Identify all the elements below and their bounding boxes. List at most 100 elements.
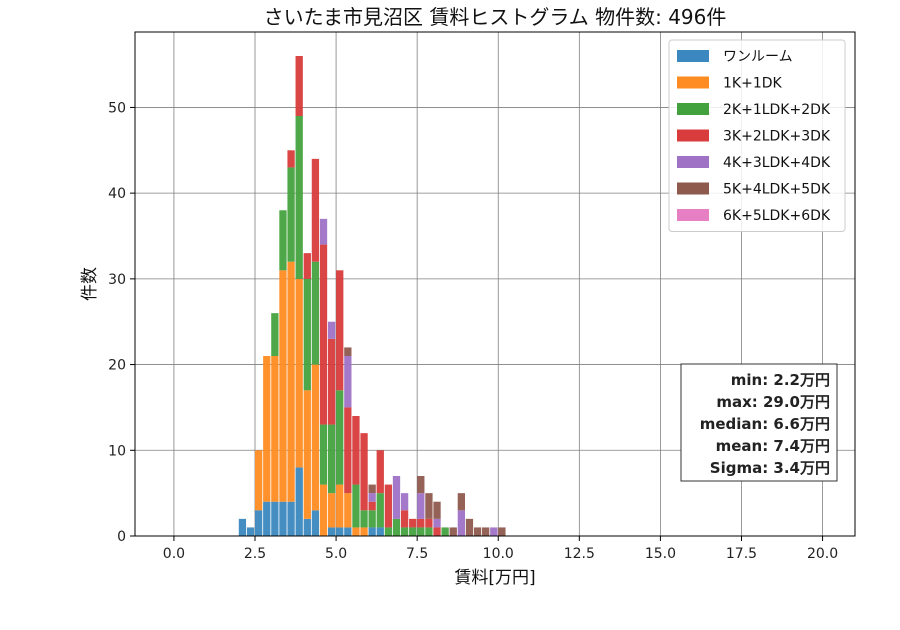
stats-line: Sigma: 3.4万円 xyxy=(710,459,830,477)
legend-swatch xyxy=(677,76,709,89)
histogram-bar xyxy=(360,510,368,528)
histogram-bar xyxy=(441,527,449,536)
histogram-bar xyxy=(279,270,287,502)
legend-label: ワンルーム xyxy=(723,49,793,65)
histogram-bar xyxy=(303,518,311,536)
x-tick-label: 2.5 xyxy=(244,546,266,562)
legend-swatch xyxy=(677,129,709,142)
histogram-bar xyxy=(352,527,360,536)
y-axis-ticks: 0 10 20 30 40 50 xyxy=(108,100,135,545)
y-tick-label: 0 xyxy=(117,529,126,545)
histogram-bar xyxy=(384,527,393,536)
chart-title: さいたま市見沼区 賃料ヒストグラム 物件数: 496件 xyxy=(264,5,727,29)
histogram-bar xyxy=(287,501,295,536)
histogram-bar xyxy=(457,493,465,511)
histogram-bar xyxy=(327,321,336,339)
histogram-bar xyxy=(376,527,384,536)
stats-frame xyxy=(680,363,838,482)
x-tick-label: 0.0 xyxy=(163,546,185,562)
histogram-bar xyxy=(425,493,433,519)
x-tick-label: 17.5 xyxy=(726,546,757,562)
legend-swatch xyxy=(677,182,709,195)
x-axis-ticks: 0.0 2.5 5.0 7.5 10.0 12.5 15.0 17.5 20.0 xyxy=(163,536,838,562)
histogram-bar xyxy=(303,390,311,519)
histogram-bar xyxy=(344,493,352,528)
histogram-bar xyxy=(295,116,303,279)
histogram-bar xyxy=(352,416,360,485)
histogram-bar xyxy=(409,518,417,528)
histogram-bar xyxy=(344,356,352,408)
legend-swatch xyxy=(677,156,709,168)
histogram-bar xyxy=(311,261,320,365)
histogram-bar xyxy=(319,484,328,536)
histogram-bar xyxy=(344,527,352,536)
histogram-bar xyxy=(303,253,311,279)
histogram-bar xyxy=(319,218,328,245)
x-tick-label: 15.0 xyxy=(645,546,676,562)
legend-swatch xyxy=(677,209,709,221)
histogram-bar xyxy=(498,527,506,536)
histogram-bar xyxy=(246,527,255,536)
histogram-bar xyxy=(311,158,320,262)
histogram-bar xyxy=(360,527,368,536)
histogram-bar xyxy=(255,510,263,536)
stats-line: median: 6.6万円 xyxy=(700,415,830,433)
histogram-bar xyxy=(473,527,482,536)
histogram-bar xyxy=(295,278,303,468)
x-tick-label: 5.0 xyxy=(325,546,347,562)
histogram-bar xyxy=(287,261,295,502)
bars xyxy=(238,56,506,536)
histogram-bar xyxy=(417,476,425,494)
histogram-bar xyxy=(327,338,336,425)
histogram-bar xyxy=(279,501,287,536)
histogram-bar xyxy=(263,356,271,502)
histogram-bar xyxy=(384,484,393,528)
legend-swatch xyxy=(677,50,709,62)
stats-line: mean: 7.4万円 xyxy=(716,437,830,455)
histogram-bar xyxy=(400,527,409,536)
histogram-bar xyxy=(327,527,336,536)
legend-label: 4K+3LDK+4DK xyxy=(723,155,831,171)
histogram-bar xyxy=(295,56,303,116)
y-tick-label: 30 xyxy=(108,272,126,288)
legend-label: 6K+5LDK+6DK xyxy=(723,208,831,224)
histogram-bar xyxy=(352,484,360,528)
legend-frame xyxy=(668,39,846,232)
histogram-bar xyxy=(344,407,352,494)
x-tick-label: 12.5 xyxy=(564,546,595,562)
histogram-bar xyxy=(490,527,498,536)
histogram-bar xyxy=(271,356,279,502)
legend-label: 5K+4LDK+5DK xyxy=(723,182,831,198)
histogram-bar xyxy=(417,527,425,536)
stats-line: min: 2.2万円 xyxy=(731,371,830,389)
histogram-bar xyxy=(368,493,376,502)
legend-label: 3K+2LDK+3DK xyxy=(723,129,831,145)
histogram-bar xyxy=(327,493,336,528)
x-tick-label: 20.0 xyxy=(807,546,838,562)
stats-line: max: 29.0万円 xyxy=(716,393,830,411)
histogram-bar xyxy=(311,510,320,536)
legend-label: 1K+1DK xyxy=(723,76,783,92)
histogram-bar xyxy=(417,518,425,528)
histogram-bar xyxy=(336,484,344,528)
histogram-bar xyxy=(368,510,376,528)
histogram-bar xyxy=(392,518,401,536)
histogram-bar xyxy=(457,510,465,536)
histogram-bar xyxy=(368,484,376,494)
histogram-bar xyxy=(336,527,344,536)
histogram-bar xyxy=(279,210,287,271)
histogram-bar xyxy=(344,347,352,356)
histogram-bar xyxy=(417,493,425,519)
histogram-bar xyxy=(465,518,474,536)
histogram-bar xyxy=(263,501,271,536)
histogram-bar xyxy=(368,527,376,536)
histogram-bar xyxy=(392,476,401,519)
histogram-bar xyxy=(376,450,384,494)
histogram-bar xyxy=(287,167,295,262)
legend-swatch xyxy=(677,103,709,115)
histogram-bar xyxy=(368,501,376,511)
histogram-bar xyxy=(400,493,409,511)
legend-label: 2K+1LDK+2DK xyxy=(723,102,831,118)
histogram-bar xyxy=(295,467,303,536)
histogram-bar xyxy=(336,270,344,391)
